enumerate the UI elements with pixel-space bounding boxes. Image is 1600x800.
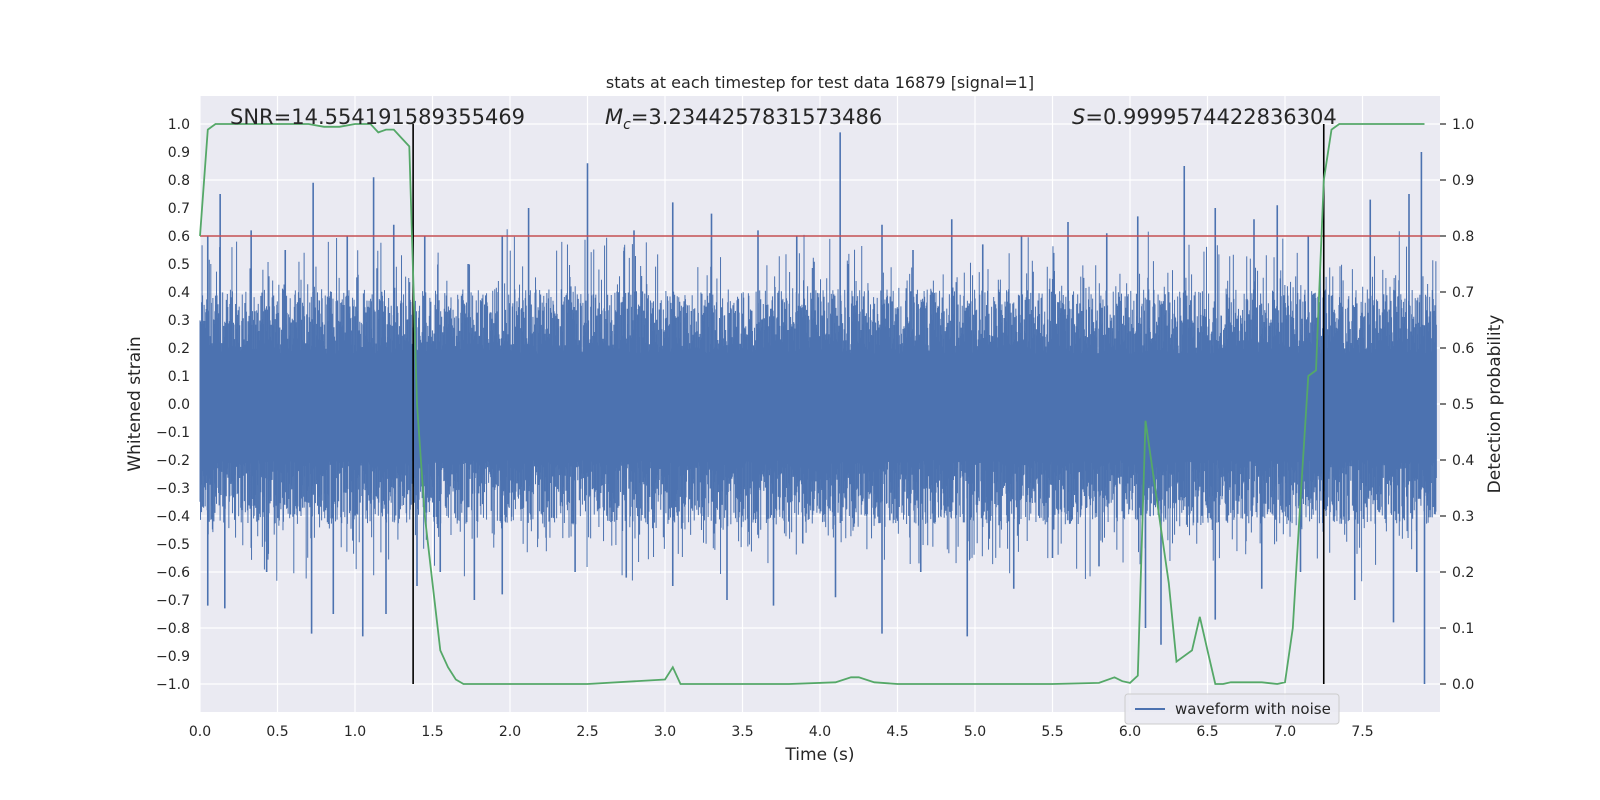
y-tick-right-label: 0.5 <box>1452 397 1474 413</box>
y-tick-left-label: 0.1 <box>168 369 190 385</box>
x-tick-label: 3.0 <box>654 724 676 740</box>
legend-label: waveform with noise <box>1175 700 1331 718</box>
y-tick-left-label: −0.2 <box>156 453 190 469</box>
x-tick-label: 2.0 <box>499 724 521 740</box>
y-ticks-right: 1.0 0.9 0.8 0.7 0.6 0.5 0.4 0.3 0.2 0.1 0.0 <box>1440 117 1474 693</box>
x-axis-label: Time (s) <box>784 745 854 765</box>
y-tick-left-label: −0.4 <box>156 509 190 525</box>
y-tick-left-label: 0.8 <box>168 173 190 189</box>
s-symbol: S <box>1072 105 1085 129</box>
chart-title: stats at each timestep for test data 168… <box>606 73 1034 92</box>
y-tick-left-label: −0.1 <box>156 425 190 441</box>
mc-symbol: M <box>605 105 623 129</box>
y-tick-left-label: −0.8 <box>156 621 190 637</box>
y-tick-left-label: 0.7 <box>168 201 190 217</box>
y-tick-left-label: −0.6 <box>156 565 190 581</box>
waveform-core <box>200 353 1436 460</box>
y-tick-left-label: 0.3 <box>168 313 190 329</box>
x-tick-label: 4.5 <box>886 724 908 740</box>
x-tick-label: 5.5 <box>1041 724 1063 740</box>
x-tick-label: 0.0 <box>189 724 211 740</box>
y-tick-right-label: 0.7 <box>1452 285 1474 301</box>
mc-value: =3.2344257831573486 <box>631 105 882 129</box>
y-tick-right-label: 0.9 <box>1452 173 1474 189</box>
mc-subscript: c <box>623 117 631 133</box>
y-axis-right-label: Detection probability <box>1485 315 1505 494</box>
vertical-lines <box>412 124 1325 684</box>
y-tick-right-label: 0.6 <box>1452 341 1474 357</box>
x-tick-label: 1.0 <box>344 724 366 740</box>
x-tick-label: 6.5 <box>1196 724 1218 740</box>
y-tick-right-label: 0.8 <box>1452 229 1474 245</box>
x-tick-label: 3.5 <box>731 724 753 740</box>
y-tick-left-label: −0.5 <box>156 537 190 553</box>
y-tick-right-label: 0.0 <box>1452 677 1474 693</box>
y-tick-left-label: −0.9 <box>156 649 190 665</box>
s-annotation: S=0.9999574422836304 <box>1072 105 1337 129</box>
x-ticks: 0.0 0.5 1.0 1.5 2.0 2.5 3.0 3.5 4.0 4.5 5.0 5.5 6.0 6… <box>189 724 1374 740</box>
y-tick-left-label: 0.2 <box>168 341 190 357</box>
waveform-series <box>199 132 1437 684</box>
x-tick-label: 4.0 <box>809 724 831 740</box>
y-tick-left-label: 0.0 <box>168 397 190 413</box>
y-tick-left-label: 0.9 <box>168 145 190 161</box>
y-axis-left-label: Whitened strain <box>125 336 145 471</box>
y-tick-right-label: 0.3 <box>1452 509 1474 525</box>
y-tick-right-label: 0.1 <box>1452 621 1474 637</box>
x-tick-label: 7.5 <box>1351 724 1373 740</box>
y-tick-right-label: 0.2 <box>1452 565 1474 581</box>
legend: waveform with noise <box>1124 693 1340 725</box>
x-tick-label: 6.0 <box>1119 724 1141 740</box>
x-tick-label: 2.5 <box>576 724 598 740</box>
y-tick-left-label: −1.0 <box>156 677 190 693</box>
probability-series-group <box>199 123 1425 685</box>
y-tick-left-label: −0.7 <box>156 593 190 609</box>
mc-annotation: Mc=3.2344257831573486 <box>605 105 882 133</box>
x-tick-label: 5.0 <box>964 724 986 740</box>
y-tick-left-label: −0.3 <box>156 481 190 497</box>
x-tick-label: 0.5 <box>266 724 288 740</box>
y-tick-right-label: 0.4 <box>1452 453 1474 469</box>
y-tick-left-label: 1.0 <box>168 117 190 133</box>
y-tick-right-label: 1.0 <box>1452 117 1474 133</box>
x-tick-label: 7.0 <box>1274 724 1296 740</box>
snr-annotation: SNR=14.554191589355469 <box>230 105 525 129</box>
s-value: =0.9999574422836304 <box>1085 105 1336 129</box>
probability-line <box>199 123 1425 685</box>
y-ticks-left: 1.0 0.9 0.8 0.7 0.6 0.5 0.4 0.3 0.2 0.1 0.0 −0.1 −0.… <box>156 117 190 693</box>
legend-box <box>1124 693 1340 725</box>
y-tick-left-label: 0.6 <box>168 229 190 245</box>
x-tick-label: 1.5 <box>421 724 443 740</box>
y-tick-left-label: 0.5 <box>168 257 190 273</box>
y-tick-left-label: 0.4 <box>168 285 190 301</box>
